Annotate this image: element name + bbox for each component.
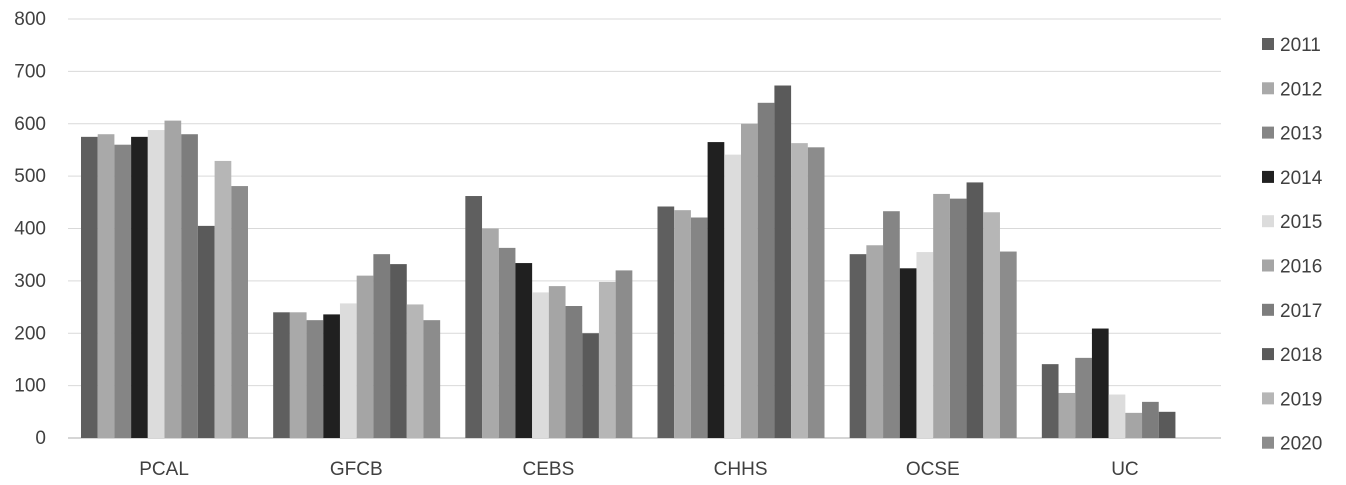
- legend-label: 2011: [1280, 35, 1321, 56]
- x-category-label: PCAL: [139, 459, 189, 480]
- x-category-label: CHHS: [714, 459, 768, 480]
- bar-2020-ocse: [999, 251, 1017, 438]
- bar-2018-gfcb: [390, 264, 407, 438]
- bar-2016-gfcb: [356, 275, 374, 438]
- y-tick-label: 0: [35, 428, 46, 449]
- legend-label: 2015: [1280, 212, 1322, 233]
- bar-2019-gfcb: [406, 304, 424, 438]
- legend-swatch: [1262, 38, 1274, 50]
- bar-2016-chhs: [741, 123, 758, 438]
- x-category-label: UC: [1111, 459, 1138, 480]
- bar-2013-uc: [1075, 357, 1092, 438]
- bar-2014-gfcb: [323, 314, 340, 438]
- legend-swatch: [1262, 348, 1274, 361]
- bar-2020-gfcb: [423, 320, 441, 438]
- legend-label: 2019: [1280, 389, 1322, 410]
- bar-2017-cebs: [565, 306, 583, 438]
- bar-2018-chhs: [774, 85, 792, 439]
- bar-2020-cebs: [615, 270, 633, 438]
- legend-label: 2014: [1280, 168, 1323, 189]
- bar-2017-uc: [1142, 401, 1159, 438]
- bar-2014-ocse: [899, 268, 917, 438]
- y-tick-label: 500: [14, 166, 46, 187]
- legend-label: 2012: [1280, 79, 1322, 100]
- bar-2014-pcal: [131, 136, 148, 438]
- legend-label: 2013: [1280, 124, 1322, 145]
- x-axis: PCAL GFCB CEBS CHHS OCSE UC: [139, 459, 1138, 480]
- bar-2017-gfcb: [373, 254, 391, 438]
- y-tick-label: 800: [14, 9, 46, 30]
- y-tick-label: 100: [14, 376, 46, 397]
- legend-swatch: [1262, 126, 1274, 139]
- legend-label: 2020: [1280, 434, 1322, 455]
- y-tick-label: 200: [14, 323, 46, 344]
- bar-2015-cebs: [532, 292, 549, 438]
- bar-2015-ocse: [916, 252, 934, 438]
- legend-swatch: [1262, 215, 1274, 228]
- bar-2013-ocse: [883, 211, 900, 438]
- legend-swatch: [1262, 170, 1274, 183]
- bar-2020-pcal: [231, 186, 248, 438]
- bar-2011-cebs: [465, 196, 483, 438]
- bar-2017-ocse: [949, 198, 967, 438]
- bar-2018-pcal: [197, 225, 215, 438]
- bar-2014-cebs: [515, 263, 533, 438]
- y-tick-label: 700: [14, 61, 46, 82]
- bar-2017-chhs: [757, 102, 775, 439]
- bar-2011-gfcb: [273, 312, 290, 438]
- bar-2012-pcal: [97, 134, 115, 438]
- y-tick-label: 600: [14, 114, 46, 135]
- bar-2018-cebs: [582, 333, 599, 438]
- legend-label: 2018: [1280, 345, 1322, 366]
- bar-2012-ocse: [866, 245, 884, 438]
- bar-2011-ocse: [849, 254, 867, 438]
- x-category-label: CEBS: [523, 459, 575, 480]
- bar-2014-chhs: [707, 142, 725, 439]
- bar-2014-uc: [1091, 328, 1109, 438]
- bar-2019-cebs: [598, 281, 616, 438]
- bar-2012-chhs: [674, 210, 691, 438]
- bar-2011-chhs: [657, 206, 675, 438]
- bar-2015-uc: [1108, 394, 1126, 438]
- bar-2012-uc: [1058, 392, 1076, 438]
- bar-2018-uc: [1158, 411, 1176, 438]
- bar-2016-ocse: [933, 193, 950, 438]
- bar-2019-ocse: [983, 212, 1000, 438]
- bar-2011-pcal: [81, 136, 98, 438]
- bar-2019-pcal: [214, 160, 232, 438]
- y-tick-label: 300: [14, 271, 46, 292]
- legend-label: 2017: [1280, 301, 1322, 322]
- bar-2011-uc: [1041, 364, 1059, 438]
- bar-2016-pcal: [164, 120, 182, 439]
- legend-swatch: [1262, 303, 1274, 316]
- bar-2015-gfcb: [339, 303, 357, 438]
- bar-2013-pcal: [114, 144, 132, 438]
- bar-2018-ocse: [966, 182, 984, 438]
- bar-2013-gfcb: [306, 320, 324, 438]
- bar-2015-pcal: [147, 130, 165, 438]
- bar-2012-cebs: [482, 228, 499, 438]
- y-axis: 0 100 200 300 400 500 600 700 800: [14, 9, 46, 449]
- x-category-label: GFCB: [330, 459, 383, 480]
- bar-2016-cebs: [548, 286, 566, 438]
- bar-2019-chhs: [791, 143, 808, 438]
- bar-2015-chhs: [724, 154, 741, 438]
- legend: 2011 2012 2013 2014 2015 2016 2017 2018 2019 2020: [1262, 35, 1323, 455]
- x-category-label: OCSE: [906, 459, 960, 480]
- y-tick-label: 400: [14, 219, 46, 240]
- legend-swatch: [1262, 436, 1274, 449]
- bar-2016-uc: [1125, 412, 1143, 438]
- bars: [81, 85, 1176, 439]
- legend-swatch: [1262, 259, 1274, 272]
- bar-2020-chhs: [807, 147, 825, 438]
- legend-swatch: [1262, 82, 1274, 95]
- bar-2013-chhs: [690, 217, 708, 438]
- grid-lines: [68, 18, 1221, 439]
- legend-label: 2016: [1280, 257, 1322, 278]
- legend-swatch: [1262, 392, 1274, 405]
- bar-2013-cebs: [498, 247, 516, 438]
- bar-2017-pcal: [181, 134, 198, 438]
- bar-2012-gfcb: [289, 312, 307, 438]
